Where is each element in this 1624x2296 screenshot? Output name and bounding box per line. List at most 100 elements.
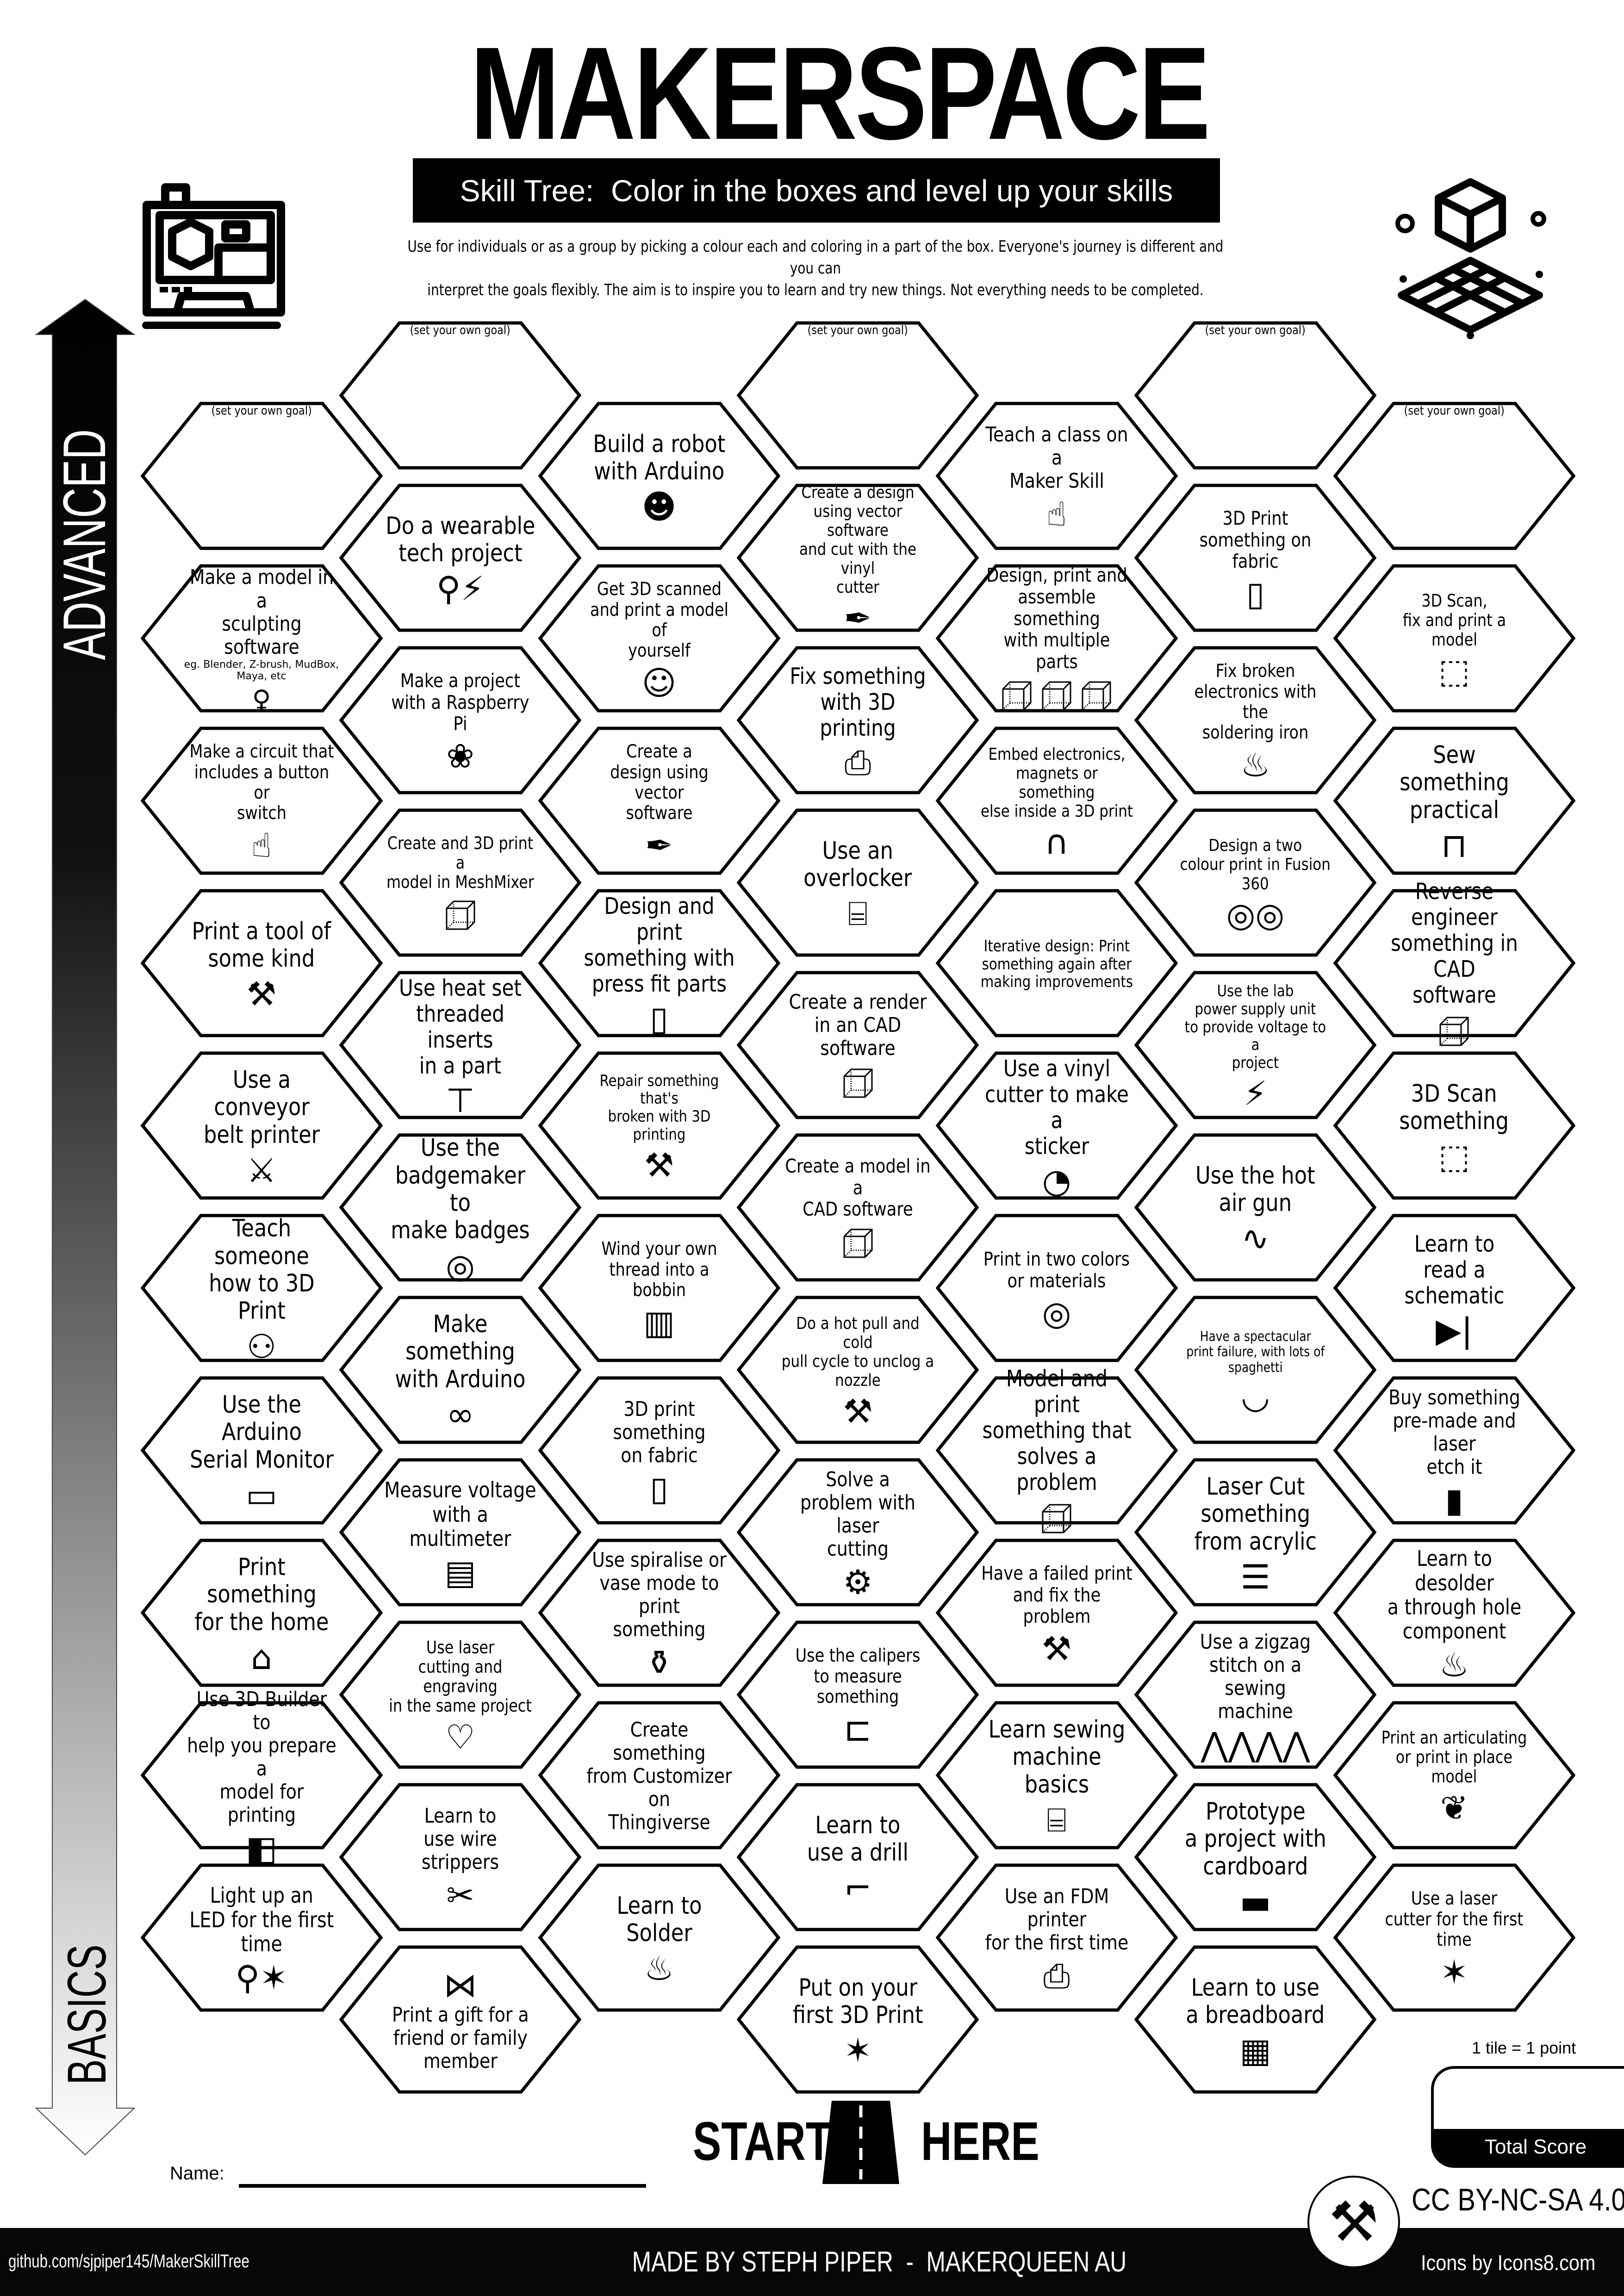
skill-tile[interactable]: Create a design using vector software an… — [737, 483, 979, 635]
hex-outline — [538, 889, 780, 1037]
name-field[interactable] — [239, 2184, 646, 2188]
skill-tile[interactable]: Fix broken electronics with the solderin… — [1134, 646, 1376, 794]
skill-tile[interactable]: Use an FDM printer for the first time ⎙ — [935, 1863, 1178, 2012]
skill-tile[interactable]: Measure voltage with a multimeter ▤ — [339, 1458, 581, 1607]
party-popper-icon: ✶ — [844, 2031, 872, 2070]
sewing-machine-icon: ⌸ — [847, 894, 868, 933]
skill-tile[interactable]: Make a model in a sculpting software eg. … — [140, 564, 383, 713]
skill-tile[interactable]: Print in two colors or materials ◎ — [935, 1214, 1178, 1362]
skill-tile[interactable]: Prototype a project with cardboard ▬ — [1134, 1783, 1376, 1931]
cylinder-icon: ▯ — [650, 999, 668, 1038]
skill-tile[interactable]: Learn to Solder ♨ — [538, 1863, 780, 2012]
skill-tile[interactable]: Use an overlocker ⌸ — [737, 808, 979, 957]
skill-tile[interactable]: Embed electronics, magnets or something … — [935, 726, 1178, 875]
skill-tile[interactable]: Design, print and assemble something wit… — [935, 564, 1178, 713]
set-own-goal-tile[interactable]: (set your own goal) — [140, 402, 383, 550]
skill-tile[interactable]: Solve a problem with laser cutting ⚙ — [737, 1458, 979, 1607]
hex-outline — [1134, 1783, 1376, 1931]
sword-icon: ⚔ — [246, 1150, 277, 1190]
skill-tile[interactable]: Learn to use wire strippers ✂ — [339, 1783, 581, 1931]
skill-tile[interactable]: Make something with Arduino ∞ — [339, 1296, 581, 1444]
tile-label: Buy something pre-made and laser etch it — [1388, 1385, 1520, 1479]
skill-tile[interactable]: Learn to read a schematic ▶| — [1333, 1214, 1575, 1362]
bolt-icon: ⚡ — [1244, 1074, 1267, 1113]
skill-tile[interactable]: 3D Scan something ⬚ — [1333, 1051, 1575, 1200]
skill-tile[interactable]: 3D print something on fabric ▯ — [538, 1376, 780, 1525]
skill-tile[interactable]: Do a wearable tech project ⚲⚡ — [339, 484, 581, 632]
github-link[interactable]: github.com/sjpiper145/MakerSkillTree — [8, 2251, 249, 2271]
skill-tile[interactable]: Have a spectacular print failure, with l… — [1134, 1296, 1376, 1444]
set-own-goal-tile[interactable]: (set your own goal) — [1134, 321, 1376, 470]
skill-tile[interactable]: Learn to use a breadboard ▦ — [1134, 1945, 1376, 2094]
skill-tile[interactable]: Use the calipers to measure something ⊏ — [737, 1620, 979, 1769]
skill-tile[interactable]: Create a render in an CAD software — [737, 971, 979, 1119]
skill-tile[interactable]: Learn to desolder a through hole compone… — [1333, 1539, 1575, 1687]
hex-outline — [339, 1620, 581, 1769]
skill-tile[interactable]: ⋈ Print a gift for a friend or family mem… — [339, 1945, 581, 2094]
calipers-icon: ⊏ — [844, 1709, 872, 1749]
skill-tile[interactable]: Design a two colour print in Fusion 360 ◎… — [1134, 808, 1376, 957]
total-score-box[interactable]: Total Score — [1431, 2066, 1624, 2168]
set-own-goal-tile[interactable]: (set your own goal) — [737, 321, 979, 470]
skill-tile[interactable]: Use spiralise or vase mode to print some… — [538, 1539, 780, 1687]
skill-tile[interactable]: Wind your own thread into a bobbin ▥ — [538, 1214, 780, 1362]
skill-tile[interactable]: Model and print something that solves a … — [935, 1366, 1178, 1533]
skill-tile[interactable]: Have a failed print and fix the problem ⚒ — [935, 1539, 1178, 1687]
skill-tile[interactable]: Learn sewing machine basics ⌸ — [935, 1701, 1178, 1849]
tools-badge-icon: ⚒ — [1307, 2176, 1400, 2268]
skill-tile[interactable]: Iterative design: Print something again … — [935, 889, 1178, 1037]
3d-printer-icon: ⎙ — [1043, 1956, 1070, 1996]
hex-outline — [339, 1296, 581, 1444]
skill-tile[interactable]: Get 3D scanned and print a model of your… — [538, 564, 780, 713]
skill-tile[interactable]: Use the badgemaker to make badges ◎ — [339, 1133, 581, 1283]
tile-content: (set your own goal) — [1167, 323, 1344, 459]
skill-tile[interactable]: Print an articulating or print in place … — [1333, 1701, 1575, 1849]
skill-tile[interactable]: 3D Print something on fabric ▯ — [1134, 484, 1376, 632]
skill-tile[interactable]: Repair something that's broken with 3D p… — [538, 1051, 780, 1200]
3d-printer-icon — [142, 183, 285, 329]
skill-tile[interactable]: Use a conveyor belt printer ⚔ — [140, 1051, 383, 1200]
skill-tile[interactable]: Design and print something with press fi… — [538, 889, 780, 1037]
skill-tile[interactable]: Build a robot with Arduino ☻ — [538, 402, 780, 550]
skill-tile[interactable]: Use a laser cutter for the first time ✶ — [1333, 1863, 1575, 2012]
skill-tile[interactable]: Put on your first 3D Print ✶ — [737, 1945, 979, 2094]
skill-tile[interactable]: Create a design using vector software ✒ — [538, 726, 780, 875]
hex-outline — [339, 1458, 581, 1606]
skill-tile[interactable]: Sew something practical ⊓ — [1333, 726, 1575, 875]
set-own-goal-tile[interactable]: (set your own goal) — [339, 321, 581, 470]
skill-tile[interactable]: Make a circuit that includes a button or… — [140, 726, 383, 875]
hex-outline — [935, 1376, 1178, 1524]
set-own-goal-tile[interactable]: (set your own goal) — [1333, 402, 1575, 550]
skill-tile[interactable]: Learn to use a drill ⌐ — [737, 1783, 979, 1931]
person-icon: ☺ — [641, 663, 677, 702]
skill-tile[interactable]: Light up an LED for the first time ⚲✶ — [140, 1863, 383, 2012]
skill-tile[interactable]: Fix something with 3D printing ⎙ — [737, 646, 979, 794]
skill-tile[interactable]: Laser Cut something from acrylic ☰ — [1134, 1458, 1376, 1607]
skill-tile[interactable]: Use laser cutting and engraving in the s… — [339, 1620, 581, 1769]
etch-icon: ▮ — [1445, 1481, 1463, 1520]
skill-tile[interactable]: Reverse engineer something in CAD softwa… — [1333, 879, 1575, 1046]
skill-tile[interactable]: Use heat set threaded inserts in a part ⊤ — [339, 971, 581, 1119]
skill-tile[interactable]: Teach a class on a Maker Skill ☝ — [935, 402, 1178, 550]
skill-tile[interactable]: Use the lab power supply unit to provide… — [1134, 971, 1376, 1119]
skill-tile[interactable]: Use the Arduino Serial Monitor ▭ — [140, 1376, 383, 1525]
skill-tile[interactable]: Use 3D Builder to help you prepare a mod… — [140, 1688, 383, 1865]
tile-content: Use heat set threaded inserts in a part ⊤ — [372, 975, 549, 1117]
skill-tile[interactable]: Create something from Customizer on Thin… — [538, 1701, 780, 1849]
skill-tile[interactable]: Teach someone how to 3D Print ⚇ — [140, 1214, 383, 1363]
hex-outline — [737, 1458, 979, 1606]
skill-tile[interactable]: Make a project with a Raspberry Pi ❀ — [339, 646, 581, 794]
skill-tile[interactable]: Use a vinyl cutter to make a sticker ◔ — [935, 1051, 1178, 1200]
skill-tile[interactable]: Buy something pre-made and laser etch it… — [1333, 1376, 1575, 1525]
skill-tile[interactable]: Do a hot pull and cold pull cycle to unc… — [737, 1296, 979, 1444]
skill-tile[interactable]: Use the hot air gun ∿ — [1134, 1133, 1376, 1282]
skill-tile[interactable]: 3D Scan, fix and print a model ⬚ — [1333, 564, 1575, 713]
tile-label: Learn to use a drill — [807, 1811, 909, 1867]
skill-tile[interactable]: Print something for the home ⌂ — [140, 1539, 383, 1687]
robot-icon: ☻ — [641, 487, 677, 527]
skill-tile[interactable]: Create a model in a CAD software — [737, 1133, 979, 1282]
skill-tile[interactable]: Use a zigzag stitch on a sewing machine ⋀… — [1134, 1620, 1376, 1769]
hex-outline — [538, 726, 780, 875]
skill-tile[interactable]: Print a tool of some kind ⚒ — [140, 889, 383, 1037]
skill-tile[interactable]: Create and 3D print a model in MeshMixer — [339, 808, 581, 957]
